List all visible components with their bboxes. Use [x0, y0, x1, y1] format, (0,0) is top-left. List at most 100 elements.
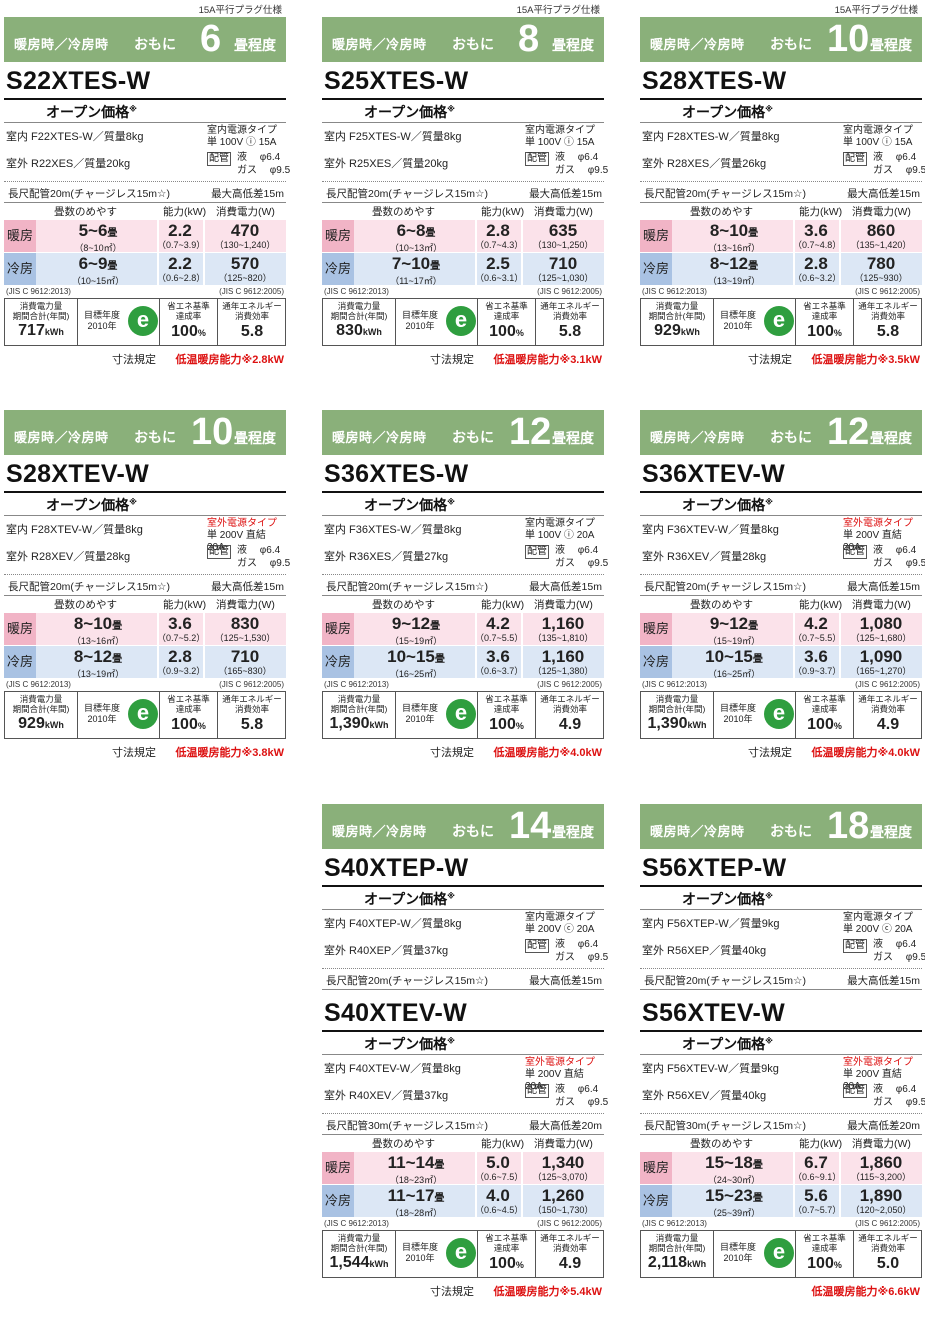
divider — [322, 885, 604, 887]
target-year: 目標年度 2010年 e — [714, 1231, 796, 1277]
price: オープン価格※ — [364, 104, 455, 120]
power-cell: 570 （125~820） — [218, 254, 272, 283]
product-card: 15A平行プラグ仕様 暖房時／冷房時 おもに 6 畳程度 S22XTES-W オープン価格※… — [4, 0, 290, 367]
card-footer: 低温暖房能力※6.6kW — [640, 1283, 922, 1298]
divider — [4, 122, 286, 123]
card-header: 暖房時／冷房時 おもに 12 畳程度 — [322, 410, 604, 455]
jis-2013: (JIS C 9612:2013) — [324, 680, 389, 689]
model-name: S36XTES-W — [324, 460, 469, 488]
heat-label: 暖房 — [322, 220, 354, 252]
card-footer: 寸法規定 低温暖房能力※2.8kW — [4, 351, 286, 366]
max-height-diff: 最大高低差20m — [847, 1120, 920, 1132]
low-temp-heating: 低温暖房能力※3.5kW — [811, 354, 921, 366]
jis-2005: (JIS C 9612:2005) — [537, 287, 602, 296]
indoor-unit: 室内 F56XTEV-W／質量9kg — [642, 1063, 779, 1075]
long-pipe: 長尺配管20m(チャージレス15m☆) — [326, 975, 488, 987]
divider — [322, 968, 604, 969]
divider — [640, 885, 922, 887]
long-pipe: 長尺配管20m(チャージレス15m☆) — [326, 188, 488, 200]
heat-label: 暖房 — [640, 1152, 672, 1184]
achievement-rate: 省エネ基準 達成率 100% — [796, 299, 854, 345]
jis-2005: (JIS C 9612:2005) — [855, 680, 920, 689]
divider — [640, 98, 922, 100]
power-cell: 470 （130~1,240） — [214, 221, 276, 250]
annual-consumption: 消費電力量 期間合計(年間) 1,390kWh — [641, 692, 714, 738]
price: オープン価格※ — [46, 104, 137, 120]
divider — [322, 181, 604, 182]
outdoor-unit: 室外 R56XEV／質量40kg — [642, 1090, 767, 1102]
capacity-cell: 3.6 （0.7~5.2） — [157, 614, 206, 643]
max-height-diff: 最大高低差15m — [529, 975, 602, 987]
size-note: 寸法規定 — [112, 747, 156, 759]
heat-label: 暖房 — [640, 220, 672, 252]
spec-header: 畳数のめやす 能力(kW) 消費電力(W) — [372, 1138, 593, 1150]
eco-mark-icon: e — [446, 1238, 476, 1268]
power-cell: 1,340 （125~3,070） — [532, 1153, 594, 1182]
eco-mark-icon: e — [764, 306, 794, 336]
power-cell: 780 （125~930） — [854, 254, 908, 283]
capacity-cell: 2.8 （0.6~3.2） — [793, 254, 842, 283]
outdoor-unit: 室外 R36XEV／質量28kg — [642, 551, 767, 563]
size-note: 寸法規定 — [748, 747, 792, 759]
divider — [322, 1030, 604, 1032]
heat-row: 暖房 9~12畳 （15~19㎡） 4.2 （0.7~5.5） 1,080 （125~… — [640, 613, 922, 646]
capacity-cell: 4.0 （0.6~4.5） — [475, 1186, 524, 1215]
divider — [640, 1054, 922, 1055]
max-height-diff: 最大高低差15m — [847, 975, 920, 987]
achievement-rate: 省エネ基準 達成率 100% — [160, 299, 218, 345]
tatami-cell: 8~12畳 （13~19㎡） — [71, 647, 125, 679]
annual-consumption: 消費電力量 期間合計(年間) 929kWh — [5, 692, 78, 738]
heat-label: 暖房 — [322, 613, 354, 645]
capacity-cell: 2.5 （0.6~3.1） — [475, 254, 524, 283]
power-type: 室外電源タイプ単 200V 直結 20A — [207, 518, 277, 553]
pipe-spec: 配管液 φ6.4 ガス φ9.5 — [525, 545, 609, 569]
pipe-spec: 配管液 φ6.4 ガス φ9.5 — [843, 545, 925, 569]
divider — [640, 1134, 922, 1135]
cool-row: 冷房 8~12畳 （13~19㎡） 2.8 （0.9~3.2） 710 （165~83… — [4, 646, 286, 679]
long-pipe: 長尺配管20m(チャージレス15m☆) — [8, 188, 170, 200]
power-type: 室内電源タイプ単 100V ⓘ 20A — [525, 518, 595, 541]
product-card: 暖房時／冷房時 おもに 12 畳程度 S36XTEV-W オープン価格※ 室内 F36XTE… — [640, 393, 925, 760]
pipe-spec: 配管液 φ6.4 ガス φ9.5 — [525, 152, 609, 176]
divider — [322, 1134, 604, 1135]
outdoor-unit: 室外 R40XEV／質量37kg — [324, 1090, 449, 1102]
heat-label: 暖房 — [640, 613, 672, 645]
model-name: S56XTEP-W — [642, 854, 787, 882]
indoor-unit: 室内 F40XTEV-W／質量8kg — [324, 1063, 461, 1075]
card-footer: 寸法規定 低温暖房能力※4.0kW — [640, 744, 922, 759]
cool-label: 冷房 — [322, 1185, 354, 1217]
efficiency-box: 消費電力量 期間合計(年間) 929kWh 目標年度 2010年 e 省エネ基準 達成率 1… — [640, 298, 922, 346]
cool-row: 冷房 7~10畳 （11~17㎡） 2.5 （0.6~3.1） 710 （125~1,… — [322, 253, 604, 286]
divider — [322, 515, 604, 516]
price: オープン価格※ — [682, 497, 773, 513]
card-header: 暖房時／冷房時 おもに 14 畳程度 — [322, 804, 604, 849]
annual-consumption: 消費電力量 期間合計(年間) 2,118kWh — [641, 1231, 714, 1277]
tatami-cell: 8~10畳 （13~16㎡） — [71, 614, 125, 646]
tatami-cell: 10~15畳 （16~25㎡） — [705, 647, 763, 679]
low-temp-heating: 低温暖房能力※3.1kW — [493, 354, 603, 366]
divider — [640, 1113, 922, 1114]
power-cell: 1,260 （150~1,730） — [532, 1186, 594, 1215]
power-type: 室外電源タイプ単 200V 直結 20A — [525, 1057, 595, 1092]
power-cell: 1,090 （165~1,270） — [850, 647, 912, 676]
tatami-cell: 7~10畳 （11~17㎡） — [390, 254, 442, 286]
model-name: S25XTES-W — [324, 67, 469, 95]
card-header: 暖房時／冷房時 おもに 12 畳程度 — [640, 410, 922, 455]
divider — [322, 122, 604, 123]
tatami-cell: 8~10畳 （13~16㎡） — [707, 221, 761, 253]
spec-header: 畳数のめやす 能力(kW) 消費電力(W) — [690, 206, 911, 218]
divider — [640, 574, 922, 575]
divider — [640, 202, 922, 203]
price: オープン価格※ — [364, 1036, 455, 1052]
spec-header: 畳数のめやす 能力(kW) 消費電力(W) — [690, 1138, 911, 1150]
capacity-cell: 5.6 （0.7~5.7） — [793, 1186, 842, 1215]
efficiency-box: 消費電力量 期間合計(年間) 717kWh 目標年度 2010年 e 省エネ基準 達成率 1… — [4, 298, 286, 346]
long-pipe: 長尺配管20m(チャージレス15m☆) — [644, 581, 806, 593]
capacity-cell: 3.6 （0.7~4.8） — [793, 221, 842, 250]
tatami-cell: 6~8畳 （10~13㎡） — [389, 221, 443, 253]
tatami-cell: 15~18畳 （24~30㎡） — [705, 1153, 763, 1185]
indoor-unit: 室内 F40XTEP-W／質量8kg — [324, 918, 462, 930]
divider — [4, 574, 286, 575]
pipe-spec: 配管液 φ6.4 ガス φ9.5 — [843, 1084, 925, 1108]
divider — [640, 595, 922, 596]
